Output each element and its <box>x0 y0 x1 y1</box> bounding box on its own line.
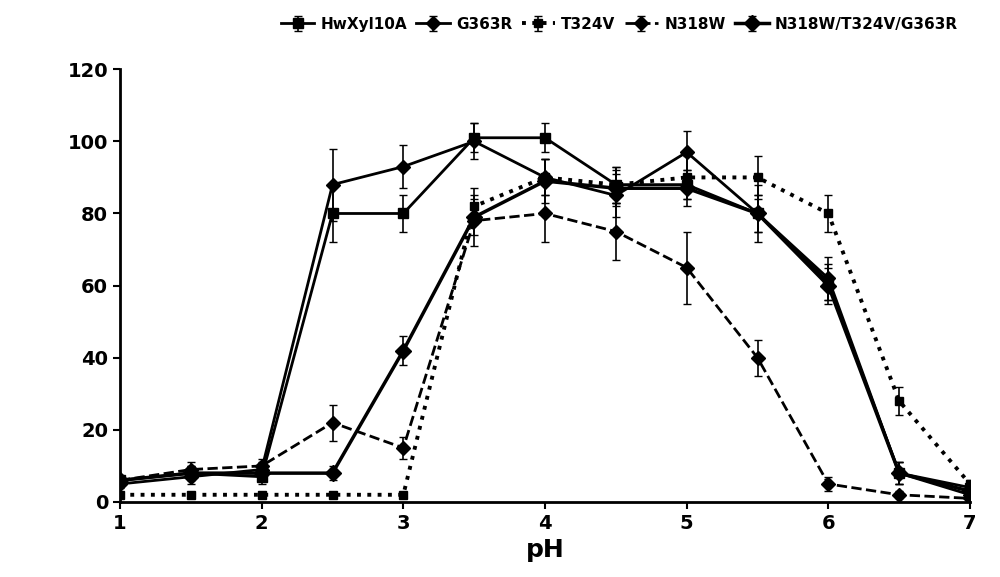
X-axis label: pH: pH <box>526 538 564 563</box>
Legend: HwXyl10A, G363R, T324V, N318W, N318W/T324V/G363R: HwXyl10A, G363R, T324V, N318W, N318W/T32… <box>276 12 962 36</box>
